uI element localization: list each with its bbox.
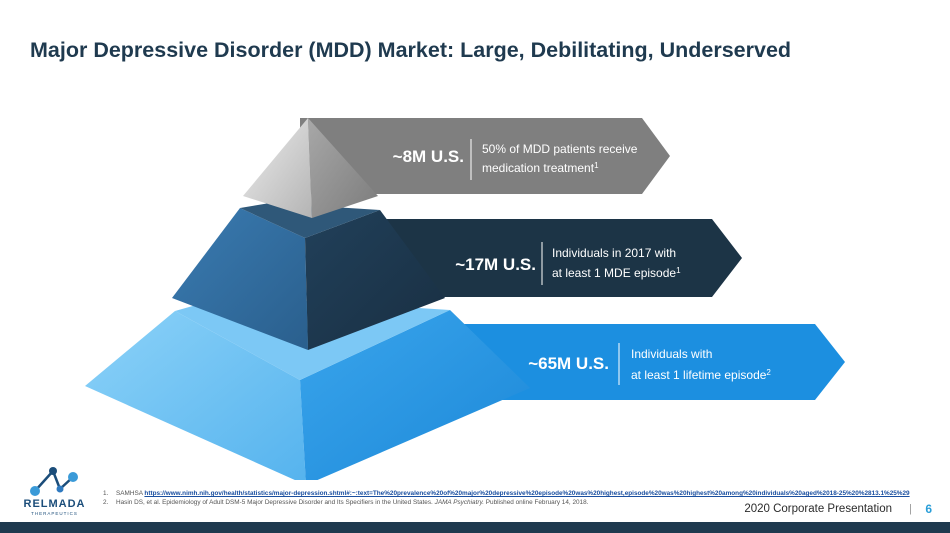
reference-journal: JAMA Psychiatry. bbox=[434, 499, 484, 506]
reference-suffix: Published online February 14, 2018. bbox=[485, 499, 589, 506]
reference-text: Hasin DS, et al. Epidemiology of Adult D… bbox=[116, 499, 433, 506]
bottom-bar bbox=[0, 522, 950, 533]
logo-wordmark: RELMADA bbox=[24, 498, 86, 510]
reference-1: 1. SAMHSA https://www.nimh.nih.gov/health… bbox=[103, 489, 943, 498]
tier-2-description-line2: at least 1 MDE episode1 bbox=[552, 266, 681, 280]
tier-3-description-line2: at least 1 lifetime episode2 bbox=[631, 368, 771, 382]
pyramid-middle-top-face bbox=[240, 203, 380, 238]
tier-1-value: ~8M U.S. bbox=[393, 147, 464, 166]
tier-2-banner bbox=[360, 219, 742, 297]
pyramid-bottom-left-face bbox=[85, 311, 306, 480]
molecule-icon: RELMADA THERAPEUTICS bbox=[17, 461, 92, 519]
reference-number: 2. bbox=[103, 499, 109, 506]
pyramid-diagram: ~8M U.S. 50% of MDD patients receive med… bbox=[85, 118, 845, 480]
pyramid-bottom-right-face bbox=[300, 310, 530, 480]
tier-3-description-line1: Individuals with bbox=[631, 347, 712, 361]
tier-1-description-line1: 50% of MDD patients receive bbox=[482, 142, 638, 156]
page-number: 6 bbox=[925, 502, 932, 516]
tier-3-banner bbox=[430, 324, 845, 400]
references: 1. SAMHSA https://www.nimh.nih.gov/health… bbox=[103, 489, 943, 507]
tier-1-banner bbox=[300, 118, 670, 194]
pyramid-middle-left-face bbox=[172, 208, 308, 350]
reference-link[interactable]: https://www.nimh.nih.gov/health/statisti… bbox=[144, 490, 910, 497]
tier-1-description-line2: medication treatment1 bbox=[482, 161, 599, 175]
pyramid-top-right-face bbox=[308, 118, 378, 218]
tier-2-value: ~17M U.S. bbox=[455, 255, 536, 274]
tier-2-description-line1: Individuals in 2017 with bbox=[552, 246, 676, 260]
footer-separator: | bbox=[909, 503, 912, 515]
slide-title: Major Depressive Disorder (MDD) Market: … bbox=[30, 38, 792, 62]
logo-subtext: THERAPEUTICS bbox=[31, 511, 78, 516]
tier-3-value: ~65M U.S. bbox=[528, 354, 609, 373]
pyramid-top-left-face bbox=[243, 118, 312, 218]
pyramid-middle-right-face bbox=[305, 210, 445, 350]
reference-number: 1. bbox=[103, 490, 109, 497]
relmada-logo: RELMADA THERAPEUTICS bbox=[17, 461, 92, 519]
reference-source: SAMHSA bbox=[116, 490, 143, 497]
reference-2: 2. Hasin DS, et al. Epidemiology of Adult… bbox=[103, 498, 943, 507]
footer-label: 2020 Corporate Presentation bbox=[744, 503, 892, 515]
